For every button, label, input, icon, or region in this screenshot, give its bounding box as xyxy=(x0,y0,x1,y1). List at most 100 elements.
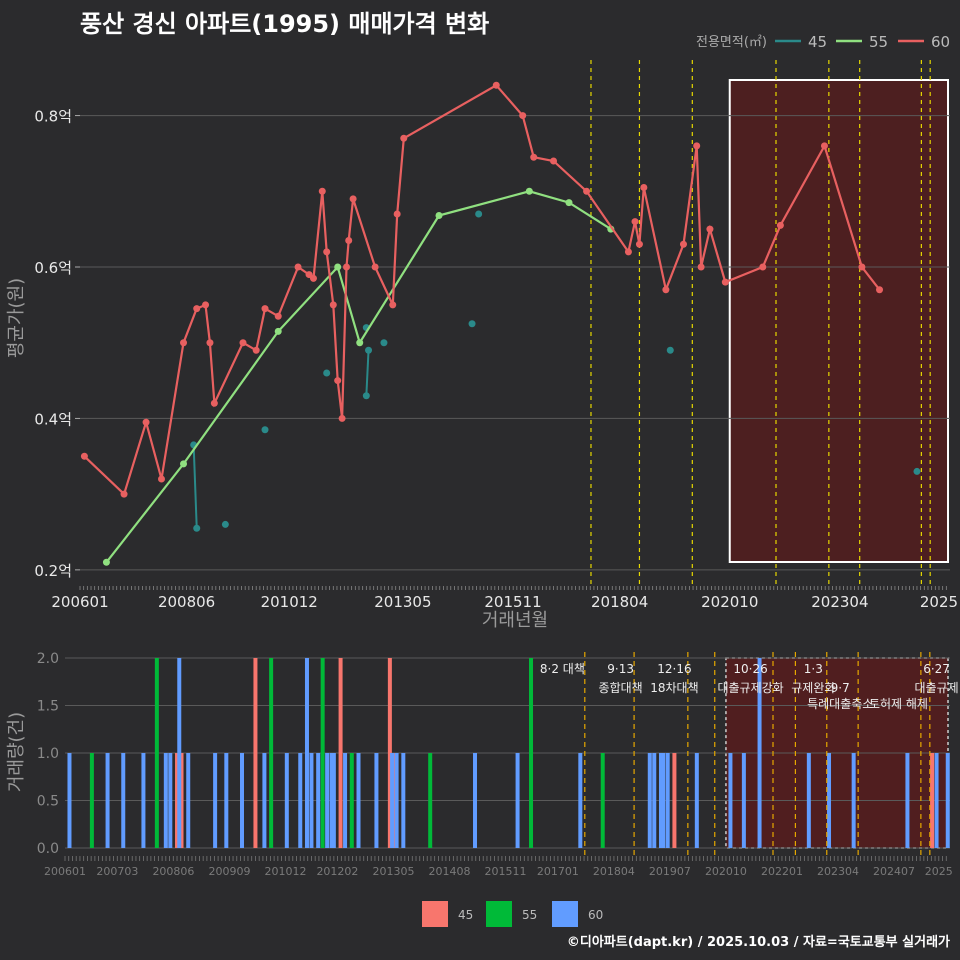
bar-60 xyxy=(304,658,309,848)
y-tick-label: 0.6억 xyxy=(34,259,72,277)
data-point-60 xyxy=(239,339,247,347)
bar-60 xyxy=(121,753,126,848)
x-tick-label: 202407 xyxy=(873,865,915,878)
data-point-60 xyxy=(697,263,705,271)
bar-60 xyxy=(163,753,168,848)
policy-annotation: 18차대책 xyxy=(650,680,698,695)
data-point-60 xyxy=(876,286,884,294)
bar-60 xyxy=(473,753,478,848)
bar-45 xyxy=(179,753,184,848)
legend-swatch-60 xyxy=(552,901,578,927)
data-point-60 xyxy=(550,157,558,165)
data-point-45 xyxy=(261,426,269,434)
bar-60 xyxy=(105,753,110,848)
policy-annotation: 1·3 xyxy=(804,662,823,676)
data-point-60 xyxy=(80,452,88,460)
data-point-60 xyxy=(334,377,342,385)
policy-annotation: 대출규제 xyxy=(914,681,958,695)
bar-60 xyxy=(658,753,663,848)
bar-60 xyxy=(394,753,399,848)
bar-60 xyxy=(661,753,666,848)
bar-60 xyxy=(728,753,733,848)
data-point-60 xyxy=(679,240,687,248)
bar-60 xyxy=(945,753,950,848)
legend-label-60: 60 xyxy=(588,908,603,922)
data-point-60 xyxy=(294,263,302,271)
data-point-60 xyxy=(583,187,591,195)
data-point-60 xyxy=(492,81,500,89)
data-point-60 xyxy=(393,210,401,218)
policy-annotation: 9·13 xyxy=(607,662,634,676)
bar-60 xyxy=(578,753,583,848)
y-tick-label: 0.5 xyxy=(37,794,59,810)
bar-45 xyxy=(253,658,258,848)
data-point-60 xyxy=(858,263,866,271)
policy-annotation: 종합대책 xyxy=(599,680,643,695)
bar-60 xyxy=(806,753,811,848)
series-segment-45 xyxy=(192,444,198,529)
legend-swatch-55 xyxy=(486,901,512,927)
x-tick-label: 201804 xyxy=(593,865,635,878)
policy-annotation: 10·26 xyxy=(733,662,767,676)
y-tick-label: 1.0 xyxy=(37,746,59,762)
data-point-60 xyxy=(530,153,538,161)
data-point-55 xyxy=(356,339,364,347)
data-point-60 xyxy=(759,263,767,271)
bar-60 xyxy=(331,753,336,848)
x-tick-label: 202304 xyxy=(811,593,868,611)
data-point-45 xyxy=(193,524,201,532)
data-point-45 xyxy=(221,520,229,528)
bar-60 xyxy=(329,753,334,848)
volume-bar-chart: 0.0 0.5 1.0 1.5 2.0 8·2 대책 9·13 종합대책 12·16 18차대책 1… xyxy=(6,651,959,878)
series-segment-45 xyxy=(365,350,370,396)
data-point-60 xyxy=(309,274,317,282)
x-tick-label: 201305 xyxy=(372,865,414,878)
data-point-60 xyxy=(157,475,165,483)
data-point-60 xyxy=(345,237,353,244)
data-point-60 xyxy=(635,240,643,248)
y-tick-label: 2.0 xyxy=(37,651,59,667)
bar-60 xyxy=(757,658,762,848)
bar-55 xyxy=(600,753,605,848)
data-point-60 xyxy=(318,187,326,195)
bar-60 xyxy=(298,753,303,848)
bar-60 xyxy=(316,753,321,848)
bar-60 xyxy=(647,753,652,848)
data-point-60 xyxy=(389,301,397,309)
x-tick-label: 201701 xyxy=(537,865,579,878)
bar-60 xyxy=(401,753,406,848)
legend-swatch-45 xyxy=(422,901,448,927)
data-point-60 xyxy=(193,305,201,313)
chart-title: 풍산 경신 아파트(1995) 매매가격 변화 xyxy=(80,10,490,38)
data-point-60 xyxy=(142,418,150,426)
data-point-60 xyxy=(120,490,128,498)
bar-60 xyxy=(665,753,670,848)
y-tick-label: 0.2억 xyxy=(34,562,72,580)
data-point-45 xyxy=(468,320,476,328)
bar-60 xyxy=(851,753,856,848)
data-point-45 xyxy=(362,392,370,400)
x-axis-title: 거래년월 xyxy=(482,610,548,631)
bar-55 xyxy=(269,658,274,848)
bar-60 xyxy=(141,753,146,848)
bar-60 xyxy=(515,753,520,848)
data-point-60 xyxy=(371,263,379,271)
policy-annotation: 토허제 해제 xyxy=(869,697,928,711)
x-tick-label: 201804 xyxy=(591,593,648,611)
bar-60 xyxy=(827,753,832,848)
legend-label-45: 45 xyxy=(458,908,473,922)
data-point-60 xyxy=(274,312,282,320)
bar-60 xyxy=(343,753,348,848)
data-point-60 xyxy=(202,301,210,309)
bar-55 xyxy=(89,753,94,848)
x-tick-label: 201202 xyxy=(316,865,358,878)
y-tick-label: 1.5 xyxy=(37,699,59,715)
data-point-45 xyxy=(475,210,483,218)
data-point-60 xyxy=(329,301,337,309)
data-point-55 xyxy=(525,187,533,195)
bar-55 xyxy=(349,753,354,848)
x-tick-label: 201305 xyxy=(374,593,431,611)
data-point-60 xyxy=(706,225,714,233)
data-point-55 xyxy=(274,327,282,335)
bar-60 xyxy=(240,753,244,848)
